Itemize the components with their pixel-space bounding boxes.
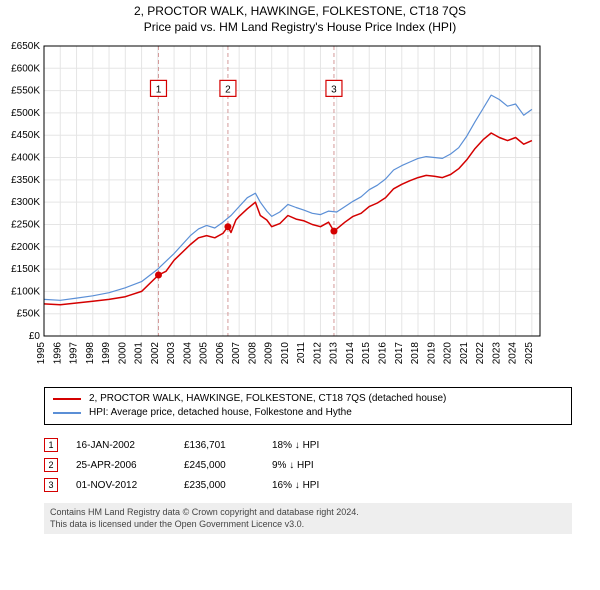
sale-date: 25-APR-2006 — [76, 460, 166, 471]
x-tick-label: 1999 — [101, 342, 112, 365]
chart: £0 £50K £100K £150K £200K £250K £300K £350K £400… — [0, 42, 600, 381]
y-tick-label: £200K — [11, 242, 40, 253]
x-tick-label: 2022 — [475, 342, 486, 365]
sale-marker-num: 1 — [156, 84, 162, 95]
y-tick-label: £400K — [11, 153, 40, 164]
x-tick-label: 2008 — [247, 342, 258, 365]
x-tick-label: 2013 — [329, 342, 340, 365]
sale-marker-num: 2 — [225, 84, 231, 95]
legend-swatch — [53, 412, 81, 414]
x-tick-label: 2005 — [199, 342, 210, 365]
y-tick-label: £300K — [11, 197, 40, 208]
y-tick-label: £550K — [11, 86, 40, 97]
sale-row: 1 16-JAN-2002 £136,701 18% ↓ HPI — [44, 435, 572, 455]
x-tick-label: 2016 — [378, 342, 389, 365]
attribution-footer: Contains HM Land Registry data © Crown c… — [44, 503, 572, 534]
x-tick-label: 2001 — [134, 342, 145, 365]
title-address: 2, PROCTOR WALK, HAWKINGE, FOLKESTONE, C… — [0, 4, 600, 18]
chart-titles: 2, PROCTOR WALK, HAWKINGE, FOLKESTONE, C… — [0, 0, 600, 42]
sale-date: 01-NOV-2012 — [76, 480, 166, 491]
y-tick-label: £350K — [11, 175, 40, 186]
y-tick-label: £100K — [11, 286, 40, 297]
y-tick-label: £650K — [11, 42, 40, 52]
x-tick-label: 1996 — [52, 342, 63, 365]
x-tick-label: 2007 — [231, 342, 242, 365]
y-tick-label: £600K — [11, 63, 40, 74]
legend-swatch — [53, 398, 81, 400]
sale-marker-icon: 1 — [44, 438, 58, 452]
sale-delta: 18% ↓ HPI — [272, 440, 362, 451]
x-tick-label: 2000 — [117, 342, 128, 365]
legend: 2, PROCTOR WALK, HAWKINGE, FOLKESTONE, C… — [44, 387, 572, 425]
x-tick-label: 2025 — [524, 342, 535, 365]
sale-row: 2 25-APR-2006 £245,000 9% ↓ HPI — [44, 455, 572, 475]
x-tick-label: 1997 — [69, 342, 80, 365]
x-tick-label: 2017 — [394, 342, 405, 365]
chart-svg: £0 £50K £100K £150K £200K £250K £300K £350K £400… — [0, 42, 556, 376]
x-tick-label: 2019 — [426, 342, 437, 365]
sale-date: 16-JAN-2002 — [76, 440, 166, 451]
sale-row: 3 01-NOV-2012 £235,000 16% ↓ HPI — [44, 475, 572, 495]
x-tick-label: 2009 — [264, 342, 275, 365]
footer-line2: This data is licensed under the Open Gov… — [50, 519, 566, 531]
y-tick-label: £150K — [11, 264, 40, 275]
page: 2, PROCTOR WALK, HAWKINGE, FOLKESTONE, C… — [0, 0, 600, 590]
x-tick-label: 2012 — [312, 342, 323, 365]
legend-label: HPI: Average price, detached house, Folk… — [89, 406, 352, 420]
sale-point — [224, 223, 231, 230]
x-tick-label: 1998 — [85, 342, 96, 365]
sale-marker-num: 3 — [331, 84, 337, 95]
footer-line1: Contains HM Land Registry data © Crown c… — [50, 507, 566, 519]
sale-price: £235,000 — [184, 480, 254, 491]
sale-price: £136,701 — [184, 440, 254, 451]
sale-delta: 16% ↓ HPI — [272, 480, 362, 491]
x-tick-label: 2011 — [296, 342, 307, 364]
x-tick-label: 2004 — [182, 342, 193, 365]
plot-bg — [44, 46, 540, 336]
x-tick-label: 2010 — [280, 342, 291, 365]
sales-table: 1 16-JAN-2002 £136,701 18% ↓ HPI 2 25-APR-200… — [44, 435, 572, 495]
title-subtitle: Price paid vs. HM Land Registry's House … — [0, 20, 600, 34]
sale-price: £245,000 — [184, 460, 254, 471]
x-tick-label: 2018 — [410, 342, 421, 365]
x-tick-label: 2006 — [215, 342, 226, 365]
y-tick-label: £500K — [11, 108, 40, 119]
legend-item: 2, PROCTOR WALK, HAWKINGE, FOLKESTONE, C… — [53, 392, 563, 406]
x-tick-label: 2024 — [508, 342, 519, 365]
x-tick-label: 2020 — [443, 342, 454, 365]
sale-point — [155, 272, 162, 279]
x-tick-label: 2002 — [150, 342, 161, 365]
sale-delta: 9% ↓ HPI — [272, 460, 362, 471]
y-tick-label: £50K — [17, 309, 41, 320]
y-tick-label: £0 — [29, 331, 41, 342]
x-tick-label: 2015 — [361, 342, 372, 365]
x-tick-label: 2021 — [459, 342, 470, 365]
x-tick-label: 2014 — [345, 342, 356, 365]
sale-marker-icon: 3 — [44, 478, 58, 492]
x-tick-label: 1995 — [36, 342, 47, 365]
y-tick-label: £250K — [11, 219, 40, 230]
sale-marker-icon: 2 — [44, 458, 58, 472]
legend-item: HPI: Average price, detached house, Folk… — [53, 406, 563, 420]
legend-label: 2, PROCTOR WALK, HAWKINGE, FOLKESTONE, C… — [89, 392, 446, 406]
sale-point — [330, 228, 337, 235]
x-tick-label: 2023 — [491, 342, 502, 365]
y-tick-label: £450K — [11, 130, 40, 141]
x-tick-label: 2003 — [166, 342, 177, 365]
